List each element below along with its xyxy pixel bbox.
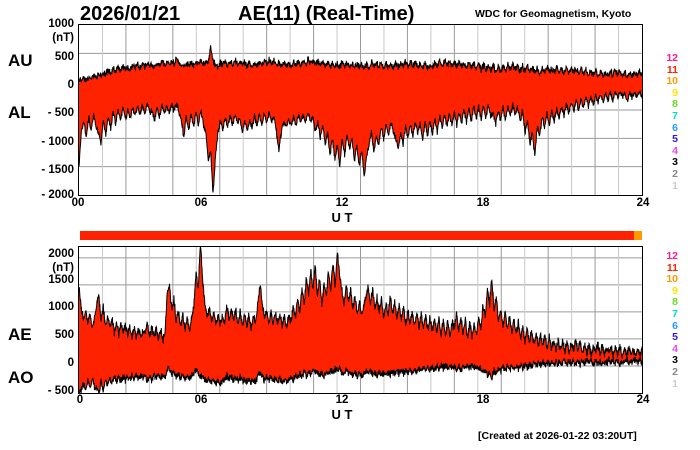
au-al-ytick-m1000: - 1000 <box>18 136 74 148</box>
activity-level-bar <box>80 231 642 240</box>
legend-level-7: 7 <box>662 309 678 321</box>
data-center-credit: WDC for Geomagnetism, Kyoto <box>475 8 631 20</box>
ae-ao-plot-area <box>79 247 642 393</box>
ao-trace-label: AO <box>8 368 34 388</box>
au-trace-label: AU <box>8 51 33 71</box>
activity-bar-tail <box>634 231 642 240</box>
au-al-plot-area <box>79 25 642 195</box>
au-al-xaxis-label: U T <box>330 210 354 225</box>
legend-level-12: 12 <box>662 53 678 65</box>
page-title: AE(11) (Real-Time) <box>238 3 414 26</box>
ae-ao-color-legend: 121110987654321 <box>662 251 688 390</box>
ae-ao-ytick-1500: 1500 <box>18 274 74 286</box>
au-al-ytick-1000: 1000 <box>18 18 74 30</box>
ae-ao-xtick-06: 06 <box>189 394 213 406</box>
legend-level-2: 2 <box>662 169 678 181</box>
ae-ao-xtick-18: 18 <box>471 394 495 406</box>
creation-timestamp: [Created at 2026-01-22 03:20UT] <box>478 430 637 442</box>
au-al-color-legend: 121110987654321 <box>662 53 688 192</box>
ae-ao-xaxis-label: U T <box>330 407 354 422</box>
legend-level-12: 12 <box>662 251 678 263</box>
legend-level-5: 5 <box>662 134 678 146</box>
ae-ao-xtick-00: 0 <box>68 394 92 406</box>
au-al-xtick-24: 24 <box>631 197 655 209</box>
au-al-ytick-0: 0 <box>18 79 74 91</box>
ae-index-plot-page: 2026/01/21 AE(11) (Real-Time) WDC for Ge… <box>0 0 700 450</box>
ae-ao-chart <box>78 246 643 394</box>
legend-level-1: 1 <box>662 181 678 193</box>
au-al-y-unit: (nT) <box>24 32 74 44</box>
al-trace-label: AL <box>8 103 31 123</box>
au-al-chart <box>78 24 643 196</box>
au-al-ytick-m1500: - 1500 <box>18 164 74 176</box>
ae-ao-xtick-12: 12 <box>330 394 354 406</box>
legend-level-2: 2 <box>662 367 678 379</box>
legend-level-1: 1 <box>662 379 678 391</box>
ae-trace-label: AE <box>8 325 32 345</box>
legend-level-7: 7 <box>662 111 678 123</box>
au-al-xtick-18: 18 <box>471 197 495 209</box>
ae-ao-ytick-1000: 1000 <box>18 301 74 313</box>
ae-ao-y-unit: (nT) <box>24 262 74 274</box>
ae-ao-xtick-24: 24 <box>631 394 655 406</box>
au-al-xtick-12: 12 <box>330 197 354 209</box>
ae-ao-ytick-2000: 2000 <box>18 248 74 260</box>
activity-bar-main <box>80 231 634 240</box>
legend-level-5: 5 <box>662 332 678 344</box>
plot-date: 2026/01/21 <box>80 3 180 26</box>
au-al-xtick-06: 06 <box>189 197 213 209</box>
au-al-xtick-00: 00 <box>66 197 90 209</box>
